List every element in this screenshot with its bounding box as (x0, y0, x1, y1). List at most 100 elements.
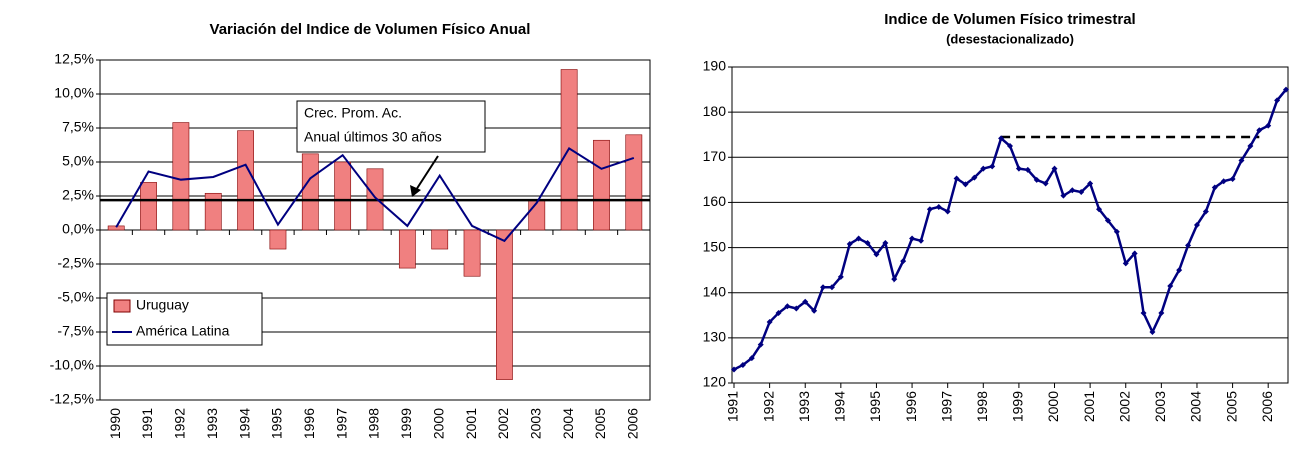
annotation-box (296, 100, 486, 153)
marker (1193, 222, 1200, 228)
marker (909, 235, 916, 242)
marker (1087, 180, 1094, 187)
marker (873, 251, 880, 258)
legend-label: América Latina (136, 323, 230, 339)
bar (334, 161, 352, 231)
x-tick-label: 1994 (236, 408, 252, 439)
x-tick-label: 2003 (1152, 391, 1168, 422)
marker (900, 258, 907, 265)
marker (1140, 310, 1147, 317)
marker (1122, 260, 1129, 267)
y-tick-label: 12,5% (54, 51, 94, 67)
marker (1274, 97, 1281, 104)
marker (1096, 206, 1103, 213)
marker (766, 319, 773, 326)
marker (1202, 208, 1209, 215)
x-tick-label: 2002 (1116, 391, 1132, 422)
marker (739, 361, 746, 368)
marker (1149, 328, 1156, 335)
marker (1283, 86, 1289, 93)
marker (962, 181, 969, 188)
marker (1042, 180, 1049, 187)
arrow-head (410, 185, 421, 197)
x-tick-label: 1993 (204, 408, 220, 439)
marker (891, 276, 898, 283)
marker (828, 284, 835, 291)
x-tick-label: 1992 (172, 408, 188, 439)
marker (775, 310, 782, 317)
marker (989, 163, 996, 170)
x-tick-label: 2002 (495, 408, 511, 439)
annotation-arrow (415, 155, 439, 191)
marker (882, 240, 889, 247)
x-tick-label: 1995 (269, 408, 285, 439)
x-tick-label: 1990 (107, 408, 123, 439)
marker (1015, 165, 1022, 172)
marker (820, 284, 827, 291)
line (733, 88, 1287, 371)
x-tick-label: 2006 (1259, 391, 1275, 422)
y-tick-label: 5,0% (62, 153, 94, 169)
marker (802, 298, 809, 305)
x-tick-label: 1996 (903, 391, 919, 422)
y-tick-label: -12,5% (50, 391, 94, 407)
marker (1007, 143, 1013, 149)
marker (864, 240, 871, 247)
y-tick-label: 120 (703, 374, 727, 390)
x-tick-label: 1997 (333, 408, 349, 439)
marker (998, 135, 1005, 142)
legend-swatch (113, 299, 131, 313)
marker (837, 273, 844, 280)
x-tick-label: 2000 (430, 408, 446, 439)
marker (1158, 310, 1165, 317)
y-tick-label: 130 (703, 329, 727, 345)
marker (1131, 250, 1138, 257)
x-tick-label: 1991 (139, 408, 155, 439)
marker (980, 165, 987, 172)
bar (398, 229, 416, 269)
y-tick-label: 2,5% (62, 187, 94, 203)
marker (846, 240, 853, 247)
marker (1167, 282, 1174, 289)
bar (625, 134, 643, 231)
bar (431, 229, 449, 250)
x-tick-label: 1994 (832, 391, 848, 422)
x-tick-label: 1999 (398, 408, 414, 439)
bar (463, 229, 481, 277)
y-tick-label: 160 (703, 193, 727, 209)
y-tick-label: -2,5% (57, 255, 94, 271)
x-tick-label: 2001 (463, 408, 479, 439)
marker (971, 174, 978, 181)
x-tick-label: 1991 (725, 391, 741, 422)
marker (793, 305, 800, 312)
x-tick-label: 1999 (1010, 391, 1026, 422)
bar (593, 139, 610, 231)
marker (1033, 176, 1040, 183)
marker (1265, 122, 1272, 129)
x-tick-label: 1997 (938, 391, 954, 422)
marker (926, 206, 933, 213)
marker (1238, 157, 1245, 164)
marker (953, 175, 960, 182)
marker (1176, 267, 1183, 274)
marker (1051, 165, 1058, 172)
marker (1185, 242, 1192, 249)
x-tick-label: 1998 (366, 408, 382, 439)
marker (731, 366, 737, 373)
plot-border (731, 66, 1289, 384)
marker (1211, 184, 1218, 191)
bar (496, 229, 513, 380)
y-tick-label: 7,5% (62, 119, 94, 135)
marker (1078, 189, 1085, 196)
y-tick-label: -7,5% (57, 323, 94, 339)
legend-box (106, 292, 263, 346)
annotation: Crec. Prom. Ac. (304, 105, 402, 121)
y-tick-label: -10,0% (50, 357, 94, 373)
marker (944, 208, 951, 215)
bar (140, 182, 157, 231)
y-tick-label: 0,0% (62, 221, 94, 237)
marker (935, 203, 942, 210)
bar (172, 122, 190, 231)
x-tick-label: 2001 (1081, 391, 1097, 422)
